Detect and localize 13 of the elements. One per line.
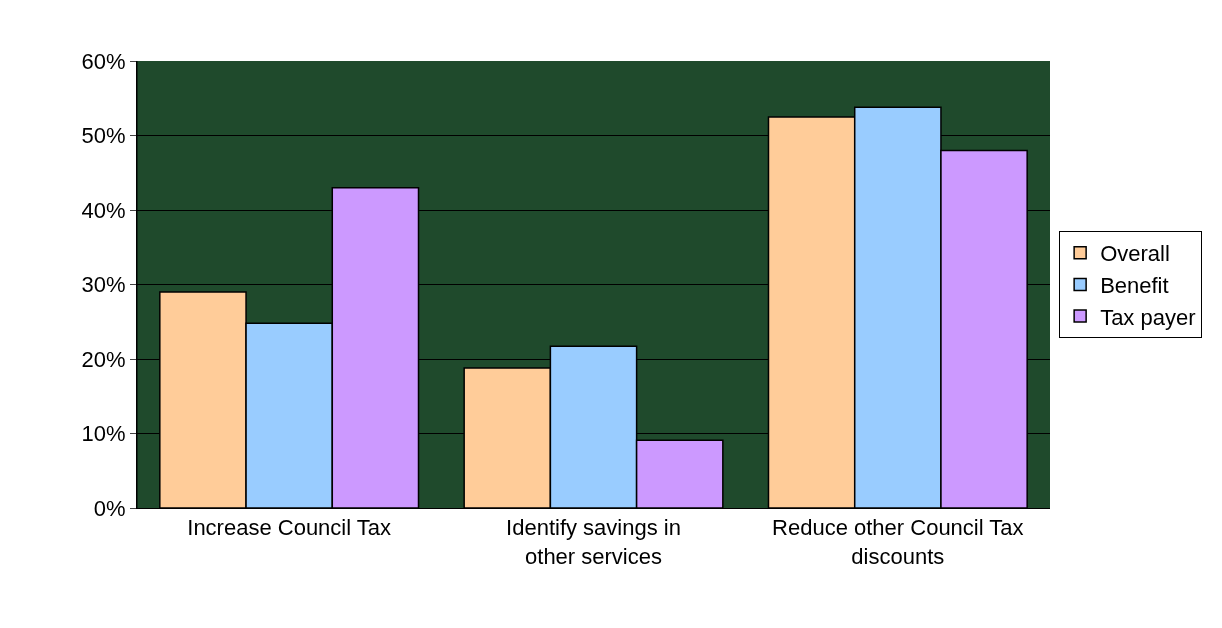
y-tick-label: 30%: [81, 272, 126, 298]
x-tick-label: Increase Council Tax: [187, 515, 392, 541]
legend-label: Tax payer: [1100, 304, 1196, 330]
y-tick-label: 40%: [81, 197, 126, 223]
x-tick-label: Reduce other Council Tax discounts: [772, 515, 1024, 569]
y-tick-label: 50%: [81, 123, 126, 149]
y-tick-label: 60%: [81, 48, 126, 74]
y-tick-label: 20%: [81, 346, 126, 372]
y-tick-label: 10%: [81, 421, 126, 447]
x-tick-label: Identify savings in other services: [506, 515, 681, 569]
y-tick-label: 0%: [93, 495, 126, 521]
legend-label: Benefit: [1100, 272, 1169, 298]
legend-label: Overall: [1100, 241, 1170, 267]
